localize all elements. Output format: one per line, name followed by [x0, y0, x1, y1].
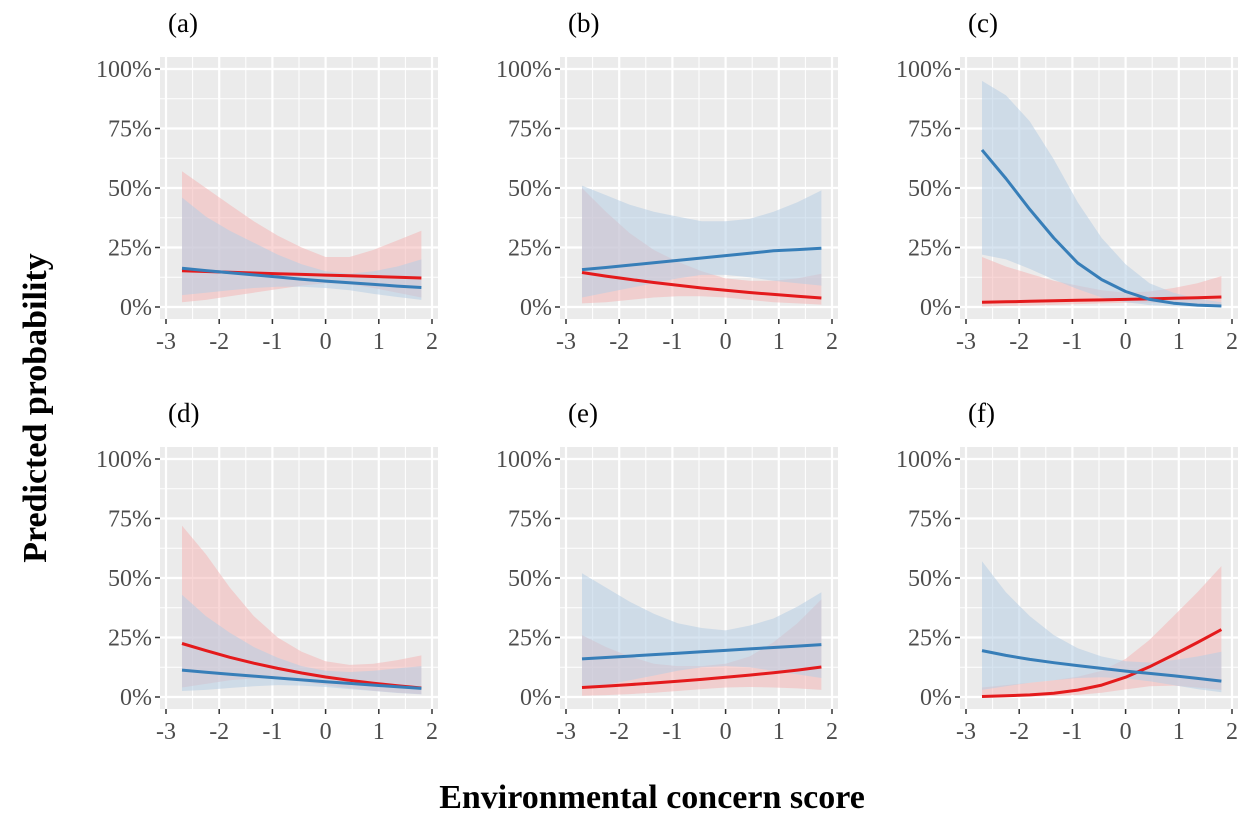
x-tick-label: 1 [373, 719, 385, 745]
y-tick-label: 0% [520, 685, 552, 711]
y-tick-label: 0% [120, 685, 152, 711]
x-tick-label: 1 [773, 329, 785, 355]
x-tick-label: -2 [209, 329, 229, 355]
y-tick-label: 50% [908, 566, 952, 592]
y-tick-label: 25% [908, 626, 952, 652]
red-series-line [981, 295, 1222, 304]
y-tick-label: 100% [96, 447, 152, 473]
y-tick-label: 50% [508, 566, 552, 592]
x-tick-label: -1 [1062, 719, 1082, 745]
blue-series-line [581, 246, 822, 272]
y-tick-label: 25% [508, 236, 552, 262]
blue-confidence-band [582, 573, 822, 689]
x-tick-label: -3 [556, 329, 576, 355]
x-tick-label: -2 [609, 329, 629, 355]
panel-tag: (d) [168, 398, 199, 428]
y-tick-label: 25% [508, 626, 552, 652]
x-tick-label: -2 [1009, 719, 1029, 745]
y-tick-label: 100% [496, 57, 552, 83]
x-tick-label: -1 [662, 329, 682, 355]
x-tick-label: 2 [1226, 719, 1238, 745]
panel-b: 0% 25% 50% 75% 100% -3 -2 -1 0 1 2 (b) [496, 8, 838, 355]
x-tick-label: -1 [262, 719, 282, 745]
red-series-line [581, 665, 822, 689]
x-tick-label: 2 [826, 329, 838, 355]
x-tick-label: -2 [1009, 329, 1029, 355]
x-tick-label: 2 [1226, 329, 1238, 355]
x-tick-label: 0 [320, 329, 332, 355]
y-tick-label: 25% [908, 236, 952, 262]
x-tick-label: -3 [956, 719, 976, 745]
y-tick-label: 75% [908, 117, 952, 143]
y-tick-label: 100% [896, 447, 952, 473]
y-tick-label: 0% [520, 295, 552, 321]
x-tick-label: -3 [156, 329, 176, 355]
y-tick-label: 50% [508, 176, 552, 202]
x-tick-label: 0 [320, 719, 332, 745]
y-tick-label: 75% [908, 507, 952, 533]
x-tick-label: 0 [720, 329, 732, 355]
y-tick-label: 75% [508, 117, 552, 143]
x-tick-label: -1 [1062, 329, 1082, 355]
x-tick-label: -1 [662, 719, 682, 745]
y-tick-label: 100% [896, 57, 952, 83]
panel-tag: (b) [568, 8, 599, 38]
x-tick-label: -3 [556, 719, 576, 745]
x-tick-label: 1 [1173, 719, 1185, 745]
blue-series-line [181, 668, 422, 690]
panel-tag: (a) [168, 8, 198, 38]
blue-confidence-band [982, 80, 1222, 307]
x-tick-label: -1 [262, 329, 282, 355]
red-series-line [181, 642, 422, 690]
y-tick-label: 0% [920, 295, 952, 321]
y-tick-label: 50% [908, 176, 952, 202]
panel-d: 0% 25% 50% 75% 100% -3 -2 -1 0 1 2 (d) [96, 398, 438, 745]
x-tick-label: 2 [826, 719, 838, 745]
blue-series-line [581, 643, 822, 661]
panel-e: 0% 25% 50% 75% 100% -3 -2 -1 0 1 2 (e) [496, 398, 838, 745]
x-tick-label: -3 [156, 719, 176, 745]
y-tick-label: 50% [108, 176, 152, 202]
blue-confidence-band [182, 594, 422, 695]
red-series-line [581, 271, 822, 300]
blue-confidence-band [982, 561, 1222, 693]
y-tick-label: 50% [108, 566, 152, 592]
y-tick-label: 0% [920, 685, 952, 711]
x-tick-label: 0 [1120, 719, 1132, 745]
x-tick-label: -2 [609, 719, 629, 745]
panel-tag: (f) [968, 398, 995, 428]
red-series-line [981, 628, 1223, 698]
blue-confidence-band [582, 185, 822, 298]
y-tick-label: 75% [508, 507, 552, 533]
panel-a: 0% 25% 50% 75% 100% -3 -2 -1 0 1 2 (a) [96, 8, 438, 355]
panel-c: 0% 25% 50% 75% 100% -3 -2 -1 0 1 2 (c) [896, 8, 1238, 355]
x-tick-label: 0 [1120, 329, 1132, 355]
y-tick-label: 25% [108, 236, 152, 262]
x-tick-label: 0 [720, 719, 732, 745]
x-tick-label: 2 [426, 719, 438, 745]
x-tick-label: 1 [773, 719, 785, 745]
blue-series-line [980, 148, 1222, 308]
y-axis-label: Predicted probability [17, 253, 54, 563]
y-tick-label: 25% [108, 626, 152, 652]
y-tick-label: 100% [96, 57, 152, 83]
panel-tag: (c) [968, 8, 998, 38]
y-tick-label: 100% [496, 447, 552, 473]
x-tick-label: 2 [426, 329, 438, 355]
blue-series-line [981, 649, 1222, 683]
x-tick-label: 1 [373, 329, 385, 355]
blue-series-line [181, 266, 422, 289]
x-axis-label: Environmental concern score [439, 779, 865, 816]
y-tick-label: 75% [108, 507, 152, 533]
y-tick-label: 75% [108, 117, 152, 143]
x-tick-label: -3 [956, 329, 976, 355]
x-tick-label: -2 [209, 719, 229, 745]
x-tick-label: 1 [1173, 329, 1185, 355]
y-tick-label: 0% [120, 295, 152, 321]
panel-tag: (e) [568, 398, 598, 428]
panel-f: 0% 25% 50% 75% 100% -3 -2 -1 0 1 2 (f) [896, 398, 1238, 745]
